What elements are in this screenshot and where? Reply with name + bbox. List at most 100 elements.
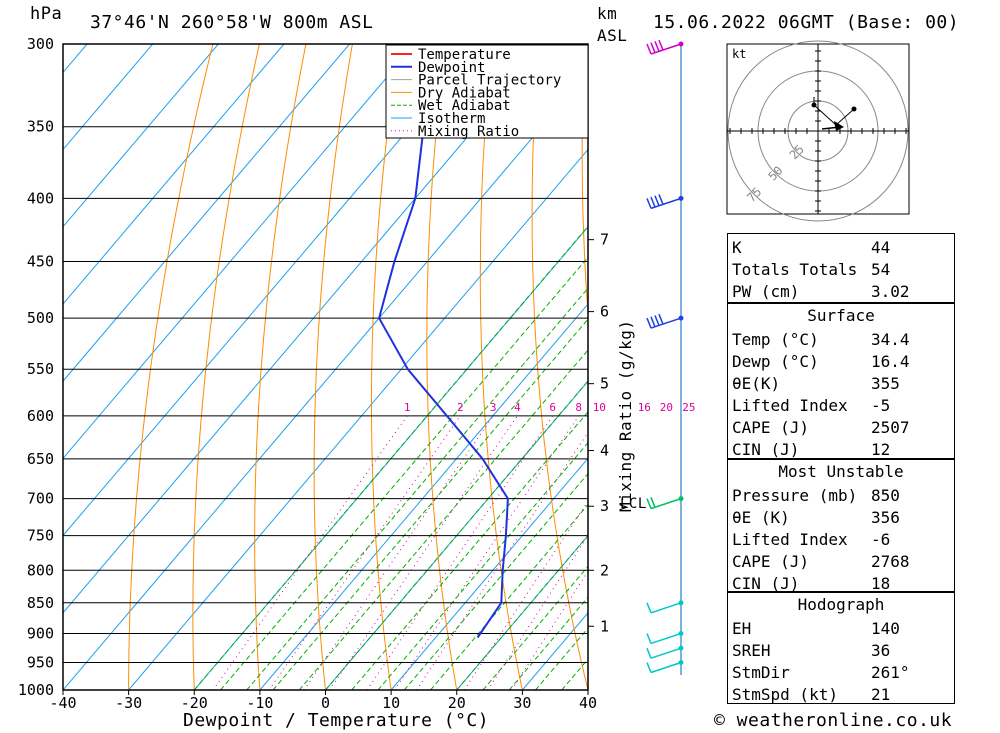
isotherm-line xyxy=(63,44,416,460)
wind-barb-flag xyxy=(650,497,656,508)
temperature-axis: -40 -30 -20 -10 0 10 20 30 40 xyxy=(49,690,597,712)
pressure-tick-label: 650 xyxy=(27,450,54,468)
isotherm-line xyxy=(193,226,588,690)
surface-title: Surface xyxy=(807,306,875,325)
pressure-tick-label: 300 xyxy=(27,35,54,53)
wind-barb xyxy=(646,313,682,329)
wind-barb-axis xyxy=(646,39,684,675)
most-unstable-row: θE (K) 356 xyxy=(732,508,900,527)
pressure-tick-label: 550 xyxy=(27,360,54,378)
wind-barb-flag xyxy=(650,42,656,53)
x-tick-label: 40 xyxy=(579,694,597,712)
wind-barb-flag xyxy=(646,647,652,659)
most-unstable-title: Most Unstable xyxy=(778,462,904,481)
hodograph-row: StmSpd (kt) 21 xyxy=(732,685,891,704)
wind-barb xyxy=(646,602,682,614)
mixing-ratio-label: 4 xyxy=(514,401,521,414)
mixing-ratio-label: 16 xyxy=(638,401,651,414)
legend-label: Parcel Trajectory xyxy=(418,73,561,89)
wind-barb-flag xyxy=(650,196,656,208)
most-unstable-table: Most Unstable Pressure (mb) 850 θE (K) 356… xyxy=(727,459,955,593)
wind-barb-flag xyxy=(654,315,660,326)
wind-barb-flag xyxy=(646,633,652,644)
hodograph-row: EH 140 xyxy=(732,619,900,638)
location-title: 37°46'N 260°58'W 800m ASL xyxy=(90,12,374,33)
mixing-ratio-label: 1 xyxy=(404,401,411,414)
dry-adiabat-line xyxy=(371,44,400,690)
mixing-ratio-label: 10 xyxy=(593,401,606,414)
most-unstable-row: Lifted Index -6 xyxy=(732,530,891,549)
mixing-ratio-line xyxy=(394,415,580,690)
pressure-tick-label: 900 xyxy=(27,624,54,642)
credit-link[interactable]: © weatheronline.co.uk xyxy=(714,710,953,731)
datetime-label: 15.06.2022 06GMT (Base: 00) xyxy=(653,12,960,33)
legend-label: Mixing Ratio xyxy=(418,124,519,140)
wind-barb-flag xyxy=(646,602,652,614)
pressure-tick-label: 1000 xyxy=(18,681,54,699)
hodograph-trace xyxy=(813,97,855,126)
isotherm-line xyxy=(63,71,588,690)
isotherm-line xyxy=(63,44,350,382)
wind-barb-flag xyxy=(646,317,652,329)
dry-adiabat-line xyxy=(426,44,458,690)
x-tick-label: 30 xyxy=(513,694,531,712)
isotherm-line xyxy=(63,44,219,228)
mixing-ratio-line xyxy=(268,415,461,690)
wind-barb xyxy=(646,632,682,645)
index-row: Totals Totals 54 xyxy=(732,260,891,279)
surface-row: CIN (J) 12 xyxy=(732,440,891,459)
wet-adiabat-line xyxy=(220,256,588,690)
wind-barb-flag xyxy=(646,662,652,673)
x-axis-title: Dewpoint / Temperature (°C) xyxy=(183,710,490,731)
x-tick-label: 20 xyxy=(448,694,466,712)
dry-adiabat-line xyxy=(631,44,720,690)
wind-barb-shaft xyxy=(650,43,682,55)
legend-box xyxy=(385,44,589,139)
isotherm-line xyxy=(390,457,588,690)
mixing-ratio-label: 6 xyxy=(549,401,556,414)
wind-barb-flag xyxy=(650,316,656,328)
wind-barb-flag xyxy=(654,41,660,52)
x-tick-label: 10 xyxy=(382,694,400,712)
hodograph-point xyxy=(851,106,857,112)
legend-label: Isotherm xyxy=(418,111,485,127)
pressure-tick-label: 600 xyxy=(27,407,54,425)
wind-barb-shaft xyxy=(650,197,682,210)
most-unstable-row: Pressure (mb) 850 xyxy=(732,486,900,505)
mixing-ratio-line xyxy=(212,415,408,690)
wind-barb-flag xyxy=(646,43,652,55)
legend-label: Wet Adiabat xyxy=(418,98,511,114)
wind-barb-shaft xyxy=(650,661,682,674)
isotherm-line xyxy=(456,534,588,690)
hodograph-table: Hodograph EH 140 SREH 36 StmDir 261° StmSpd… xyxy=(727,592,955,704)
km-tick-label: 5 xyxy=(600,375,609,393)
isotherm-line xyxy=(63,44,547,614)
wind-barb-shaft xyxy=(650,602,682,614)
indices-table: K 44 Totals Totals 54 PW (cm) 3.02 xyxy=(727,233,955,303)
wind-barb xyxy=(646,39,682,55)
pressure-unit-label: hPa xyxy=(30,4,63,24)
x-tick-label: -10 xyxy=(246,694,273,712)
pressure-tick-label: 450 xyxy=(27,253,54,271)
legend-label: Temperature xyxy=(418,47,511,63)
km-axis: 1 2 3 4 5 6 7 xyxy=(588,231,609,635)
storm-motion-arrow xyxy=(834,121,844,131)
mixing-ratio-axis-title: Mixing Ratio (g/kg) xyxy=(616,319,635,512)
isobars xyxy=(63,43,588,691)
profiles xyxy=(378,44,707,639)
series-line xyxy=(595,157,707,638)
wind-barb-shaft xyxy=(650,632,682,645)
wet-adiabat-line xyxy=(246,287,588,690)
wind-barb xyxy=(646,497,682,510)
surface-row: CAPE (J) 2507 xyxy=(732,418,910,437)
x-tick-label: -20 xyxy=(181,694,208,712)
hodograph-row: StmDir 261° xyxy=(732,663,910,682)
surface-table: Surface Temp (°C) 34.4 Dewp (°C) 16.4 θE(K… xyxy=(727,303,955,459)
pressure-axis: 300 350 400 450 500 550 600 650 700 750 800 850 900 9… xyxy=(18,35,54,699)
hodograph-title: Hodograph xyxy=(797,595,885,614)
km-tick-label: 3 xyxy=(600,497,609,515)
x-tick-label: -40 xyxy=(49,694,76,712)
